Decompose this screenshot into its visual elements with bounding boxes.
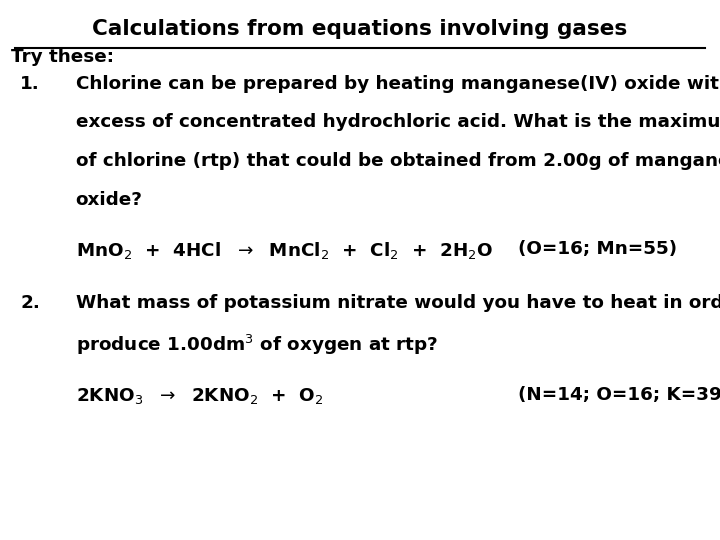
Text: MnO$_2$  +  4HCl  $\rightarrow$  MnCl$_2$  +  Cl$_2$  +  2H$_2$O: MnO$_2$ + 4HCl $\rightarrow$ MnCl$_2$ + … bbox=[76, 240, 492, 261]
Text: 2.: 2. bbox=[20, 294, 40, 312]
Text: Chlorine can be prepared by heating manganese(IV) oxide with an: Chlorine can be prepared by heating mang… bbox=[76, 75, 720, 92]
Text: excess of concentrated hydrochloric acid. What is the maximum volume: excess of concentrated hydrochloric acid… bbox=[76, 113, 720, 131]
Text: of chlorine (rtp) that could be obtained from 2.00g of manganese(IV): of chlorine (rtp) that could be obtained… bbox=[76, 152, 720, 170]
Text: What mass of potassium nitrate would you have to heat in order to: What mass of potassium nitrate would you… bbox=[76, 294, 720, 312]
Text: 2KNO$_3$  $\rightarrow$  2KNO$_2$  +  O$_2$: 2KNO$_3$ $\rightarrow$ 2KNO$_2$ + O$_2$ bbox=[76, 386, 323, 406]
Text: oxide?: oxide? bbox=[76, 191, 143, 209]
Text: Try these:: Try these: bbox=[11, 48, 114, 65]
Text: produce 1.00dm$^3$ of oxygen at rtp?: produce 1.00dm$^3$ of oxygen at rtp? bbox=[76, 333, 438, 357]
Text: (O=16; Mn=55): (O=16; Mn=55) bbox=[518, 240, 678, 258]
Text: 1.: 1. bbox=[20, 75, 40, 92]
Text: (N=14; O=16; K=39): (N=14; O=16; K=39) bbox=[518, 386, 720, 404]
Text: Calculations from equations involving gases: Calculations from equations involving ga… bbox=[92, 19, 628, 39]
